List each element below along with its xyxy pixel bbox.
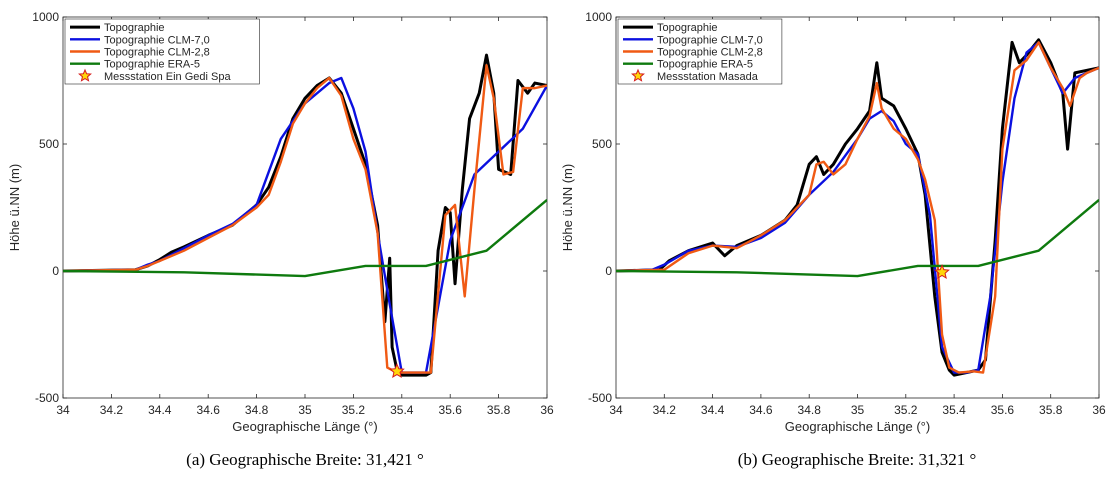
x-tick-label: 35 <box>298 403 312 417</box>
y-axis-label: Höhe ü.NN (m) <box>560 164 575 251</box>
x-tick-label: 34 <box>56 403 70 417</box>
legend-label-1: Topographie CLM-7,0 <box>104 34 210 46</box>
x-tick-label: 35.4 <box>942 403 966 417</box>
y-tick-label: 0 <box>605 264 612 278</box>
legend-label-3: Topographie ERA-5 <box>657 59 753 71</box>
y-tick-label: 500 <box>592 137 612 151</box>
x-tick-label: 35.8 <box>487 403 511 417</box>
legend-label-3: Topographie ERA-5 <box>104 59 200 71</box>
x-tick-label: 34.2 <box>100 403 124 417</box>
x-tick-label: 35.6 <box>991 403 1015 417</box>
x-axis-label: Geographische Länge (°) <box>232 419 377 434</box>
legend-label-2: Topographie CLM-2,8 <box>104 47 210 59</box>
x-tick-label: 34.8 <box>245 403 269 417</box>
legend-label-0: Topographie <box>657 22 718 34</box>
y-tick-label: -500 <box>35 391 59 405</box>
chart-panel-a: 34 34.2 34.4 34.6 34.8 35 35.2 35.4 35.6 35.8 36 -5… <box>7 10 554 434</box>
x-tick-label: 35.6 <box>439 403 463 417</box>
x-axis-label: Geographische Länge (°) <box>785 419 930 434</box>
legend-label-2: Topographie CLM-2,8 <box>657 47 763 59</box>
x-tick-label: 35 <box>851 403 865 417</box>
series-group <box>616 38 1099 377</box>
x-tick-label: 35.8 <box>1039 403 1063 417</box>
station-marker <box>389 363 405 379</box>
legend-station-icon <box>631 68 645 82</box>
figure-caption-a: (a) Geographische Breite: 31,421 ° <box>186 450 424 469</box>
y-axis-label: Höhe ü.NN (m) <box>7 164 22 251</box>
series-line-2 <box>63 64 547 374</box>
x-tick-label: 35.4 <box>390 403 414 417</box>
legend-label-station: Messstation Masada <box>657 71 759 83</box>
series-line-3 <box>63 198 547 278</box>
y-tick-label: 500 <box>39 137 59 151</box>
x-tick-label: 34.2 <box>653 403 677 417</box>
x-tick-label: 34 <box>609 403 623 417</box>
x-tick-label: 34.6 <box>197 403 221 417</box>
y-tick-label: -500 <box>588 391 612 405</box>
x-tick-label: 34.4 <box>148 403 172 417</box>
x-tick-label: 36 <box>540 403 554 417</box>
x-tick-label: 36 <box>1092 403 1106 417</box>
x-tick-label: 34.6 <box>749 403 773 417</box>
series-group <box>63 53 547 377</box>
x-tick-label: 35.2 <box>894 403 918 417</box>
legend-station-icon <box>78 68 92 82</box>
chart-panel-b: 34 34.2 34.4 34.6 34.8 35 35.2 35.4 35.6 35.8 36 -5… <box>560 10 1106 434</box>
legend-label-station: Messstation Ein Gedi Spa <box>104 71 231 83</box>
legend-label-1: Topographie CLM-7,0 <box>657 34 763 46</box>
x-tick-label: 34.8 <box>798 403 822 417</box>
y-tick-label: 1000 <box>585 10 612 24</box>
legend-label-0: Topographie <box>104 22 165 34</box>
x-tick-label: 34.4 <box>701 403 725 417</box>
series-line-1 <box>63 76 547 374</box>
figure-caption-b: (b) Geographische Breite: 31,321 ° <box>738 450 977 469</box>
y-tick-label: 1000 <box>32 10 59 24</box>
y-tick-label: 0 <box>52 264 59 278</box>
series-line-2 <box>616 41 1099 374</box>
series-line-3 <box>616 198 1099 278</box>
x-tick-label: 35.2 <box>342 403 366 417</box>
station-marker <box>934 263 950 279</box>
